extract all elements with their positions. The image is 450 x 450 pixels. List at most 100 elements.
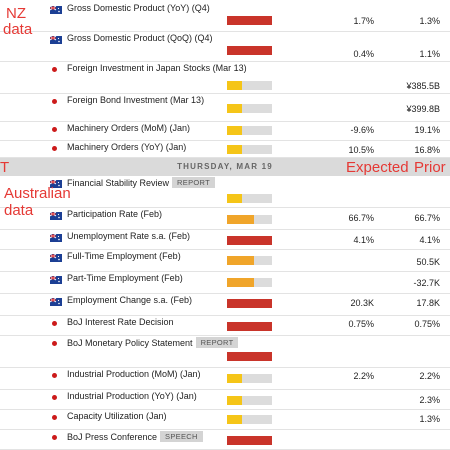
impact-bar-fill: [227, 104, 242, 113]
australian-annotation-line1: Australian: [4, 185, 71, 202]
event-name-text: Machinery Orders (MoM) (Jan): [67, 123, 191, 133]
event-row[interactable]: Participation Rate (Feb) 66.7% 66.7%: [0, 208, 450, 230]
impact-bar-fill: [227, 46, 272, 55]
impact-bar-fill: [227, 81, 242, 90]
impact-bar: [227, 396, 272, 405]
expected-value: 20.3K: [350, 298, 374, 308]
prior-value: 4.1%: [419, 235, 440, 245]
event-row[interactable]: Capacity Utilization (Jan) 1.3%: [0, 410, 450, 430]
event-row[interactable]: Employment Change s.a. (Feb) 20.3K 17.8K: [0, 294, 450, 316]
event-name[interactable]: Unemployment Rate s.a. (Feb): [67, 231, 190, 241]
event-name[interactable]: Capacity Utilization (Jan): [67, 411, 167, 421]
prior-value: 1.3%: [419, 16, 440, 26]
flag-icon: [50, 234, 62, 242]
event-name[interactable]: Machinery Orders (YoY) (Jan): [67, 142, 186, 152]
day-header-label: THURSDAY, MAR 19: [177, 162, 273, 171]
prior-column-header: Prior: [414, 159, 446, 176]
impact-bar: [227, 104, 272, 113]
expected-column-header: Expected: [346, 159, 409, 176]
impact-bar: [227, 278, 272, 287]
event-row[interactable]: BoJ Interest Rate Decision 0.75% 0.75%: [0, 316, 450, 336]
impact-bar: [227, 236, 272, 245]
prior-value: 1.1%: [419, 49, 440, 59]
dot-icon: [52, 435, 57, 440]
impact-bar-fill: [227, 322, 272, 331]
impact-bar: [227, 299, 272, 308]
event-row[interactable]: Machinery Orders (YoY) (Jan) 10.5% 16.8%: [0, 141, 450, 158]
event-row[interactable]: Foreign Bond Investment (Mar 13) ¥399.8B: [0, 94, 450, 122]
event-name[interactable]: Foreign Bond Investment (Mar 13): [67, 95, 204, 105]
prior-value: 50.5K: [416, 257, 440, 267]
event-row[interactable]: BoJ Press Conference SPEECH: [0, 430, 450, 450]
event-name[interactable]: Employment Change s.a. (Feb): [67, 295, 192, 305]
event-name-text: Gross Domestic Product (QoQ) (Q4): [67, 33, 213, 43]
event-row[interactable]: Unemployment Rate s.a. (Feb) 4.1% 4.1%: [0, 230, 450, 250]
event-row[interactable]: Machinery Orders (MoM) (Jan) -9.6% 19.1%: [0, 122, 450, 141]
event-name[interactable]: Foreign Investment in Japan Stocks (Mar …: [67, 63, 247, 73]
event-name[interactable]: BoJ Interest Rate Decision: [67, 317, 174, 327]
event-row[interactable]: Industrial Production (YoY) (Jan) 2.3%: [0, 390, 450, 410]
impact-bar: [227, 46, 272, 55]
flag-icon: [50, 6, 62, 14]
event-name-text: Full-Time Employment (Feb): [67, 251, 181, 261]
prior-value: 17.8K: [416, 298, 440, 308]
event-name[interactable]: Full-Time Employment (Feb): [67, 251, 181, 261]
event-name[interactable]: Part-Time Employment (Feb): [67, 273, 183, 283]
impact-bar-fill: [227, 194, 242, 203]
event-name-text: Employment Change s.a. (Feb): [67, 295, 193, 305]
event-row[interactable]: Full-Time Employment (Feb) 50.5K: [0, 250, 450, 272]
event-name-text: Industrial Production (YoY) (Jan): [67, 391, 197, 401]
event-row[interactable]: Gross Domestic Product (QoQ) (Q4) 0.4% 1.1…: [0, 32, 450, 62]
event-row[interactable]: Industrial Production (MoM) (Jan) 2.2% 2.2…: [0, 368, 450, 390]
australian-annotation-line2: data: [4, 202, 34, 219]
prior-value: ¥385.5B: [406, 81, 440, 91]
event-row[interactable]: BoJ Monetary Policy Statement REPORT: [0, 336, 450, 368]
expected-value: 0.75%: [348, 319, 374, 329]
event-name[interactable]: Gross Domestic Product (QoQ) (Q4): [67, 33, 213, 43]
event-row[interactable]: Gross Domestic Product (YoY) (Q4) 1.7% 1.3…: [0, 2, 450, 32]
event-name-text: BoJ Press Conference: [67, 432, 158, 442]
event-name-text: Machinery Orders (YoY) (Jan): [67, 142, 187, 152]
flag-icon: [50, 298, 62, 306]
event-name[interactable]: Gross Domestic Product (YoY) (Q4): [67, 3, 210, 13]
nz-annotation-line2: data: [3, 21, 33, 38]
expected-value: 2.2%: [353, 371, 374, 381]
event-name[interactable]: BoJ Press Conference SPEECH: [67, 431, 203, 442]
event-name[interactable]: BoJ Monetary Policy Statement REPORT: [67, 337, 239, 348]
event-name-text: BoJ Monetary Policy Statement: [67, 338, 193, 348]
prior-value: ¥399.8B: [406, 104, 440, 114]
impact-bar-fill: [227, 126, 242, 135]
event-name-text: Foreign Investment in Japan Stocks (Mar …: [67, 63, 247, 73]
event-name-text: Foreign Bond Investment (Mar 13): [67, 95, 205, 105]
impact-bar-fill: [227, 256, 254, 265]
impact-bar: [227, 145, 272, 154]
expected-value: 66.7%: [348, 213, 374, 223]
dot-icon: [52, 341, 57, 346]
prior-value: 1.3%: [419, 414, 440, 424]
event-name[interactable]: Participation Rate (Feb): [67, 209, 162, 219]
event-row[interactable]: Part-Time Employment (Feb) -32.7K: [0, 272, 450, 294]
event-row[interactable]: Foreign Investment in Japan Stocks (Mar …: [0, 62, 450, 94]
event-row[interactable]: Financial Stability Review REPORT: [0, 176, 450, 208]
event-name[interactable]: Industrial Production (YoY) (Jan): [67, 391, 197, 401]
impact-bar: [227, 126, 272, 135]
flag-icon: [50, 276, 62, 284]
partial-annotation: T: [0, 159, 10, 176]
event-name[interactable]: Financial Stability Review REPORT: [67, 177, 215, 188]
event-name-text: Financial Stability Review: [67, 178, 170, 188]
expected-value: -9.6%: [350, 125, 374, 135]
impact-bar-fill: [227, 436, 272, 445]
impact-bar-fill: [227, 374, 242, 383]
dot-icon: [52, 373, 57, 378]
event-name[interactable]: Machinery Orders (MoM) (Jan): [67, 123, 190, 133]
dot-icon: [52, 415, 57, 420]
impact-bar-fill: [227, 236, 272, 245]
impact-bar-fill: [227, 16, 272, 25]
impact-bar-fill: [227, 352, 272, 361]
prior-value: 0.75%: [414, 319, 440, 329]
event-name[interactable]: Industrial Production (MoM) (Jan): [67, 369, 201, 379]
dot-icon: [52, 99, 57, 104]
prior-value: 16.8%: [414, 145, 440, 155]
impact-bar-fill: [227, 215, 254, 224]
